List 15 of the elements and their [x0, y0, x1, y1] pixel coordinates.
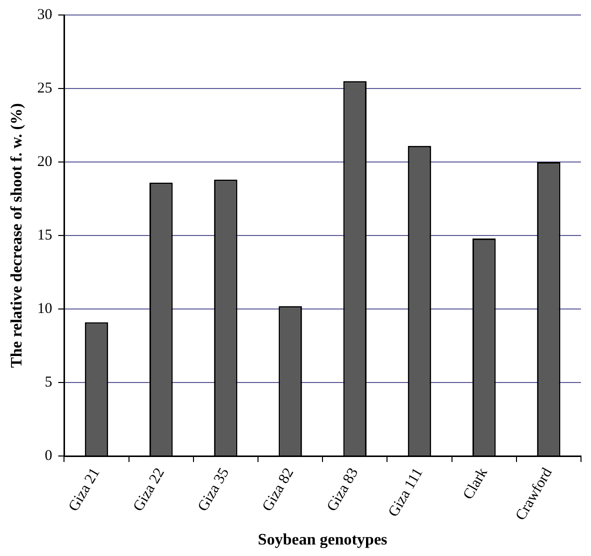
y-axis-title: The relative decrease of shoot f. w. (%) — [8, 103, 26, 368]
y-tick-label: 20 — [37, 154, 52, 170]
x-tick-label: Giza 83 — [324, 465, 362, 514]
y-tick-label: 5 — [44, 374, 52, 390]
x-tick-label: Giza 35 — [195, 465, 233, 514]
x-tick-label: Giza 21 — [66, 465, 104, 514]
y-tick-label: 30 — [37, 6, 52, 23]
y-tick-label: 15 — [37, 227, 52, 244]
y-tick-label: 0 — [44, 448, 52, 464]
y-tick-label: 10 — [37, 300, 52, 317]
y-tick-label: 25 — [37, 80, 52, 96]
x-tick-label: Giza 82 — [260, 465, 298, 514]
x-axis-title: Soybean genotypes — [258, 532, 388, 549]
x-tick-label: Giza 111 — [386, 465, 426, 520]
x-tick-label: Giza 22 — [130, 465, 168, 514]
